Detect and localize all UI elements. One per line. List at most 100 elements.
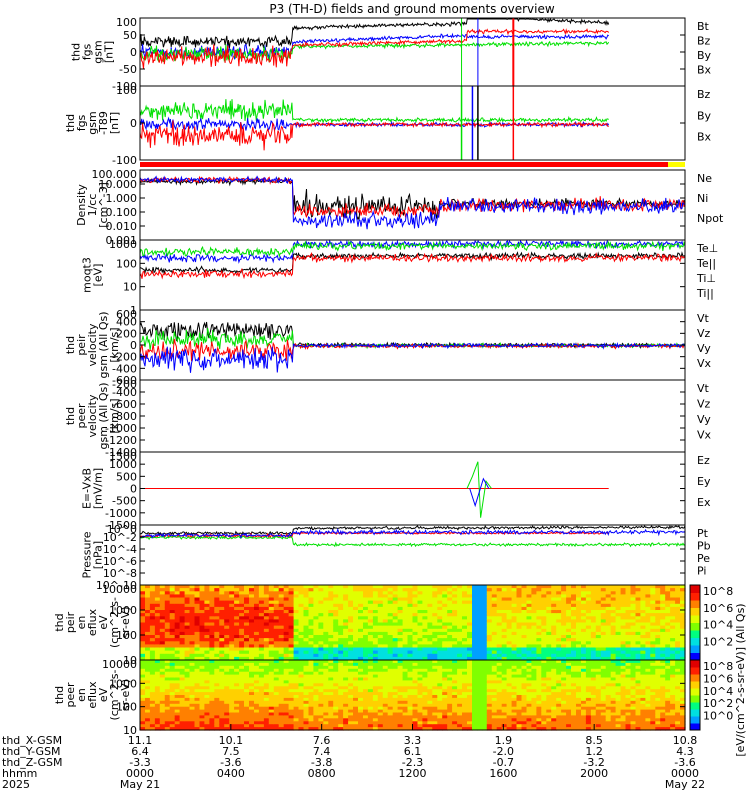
x-row-label: thd_Z-GSM	[2, 756, 62, 769]
y-axis-label-line: sr-eV)	[119, 606, 132, 638]
legend-entry: By	[697, 49, 712, 62]
legend-entry: Vy	[697, 413, 711, 426]
y-tick-label: 10000	[102, 583, 137, 596]
legend-entry: Vz	[697, 398, 711, 411]
x-tick-label: 4.3	[676, 745, 694, 758]
y-tick-label: -1000	[105, 507, 137, 520]
legend-entry: Pi	[697, 565, 706, 578]
y-tick-label: 10000	[102, 658, 137, 671]
x-tick-label: 3.3	[404, 734, 422, 747]
y-axis-label-line: eflux	[86, 608, 99, 636]
y-axis-label-line: [km/s]	[108, 398, 121, 433]
panel-frames	[139, 17, 701, 731]
x-tick-label: 10.1	[219, 734, 244, 747]
y-axis-label-line: en	[75, 688, 88, 702]
y-axis-label-line: [nT]	[103, 41, 116, 63]
y-tick-label: 1.000	[106, 192, 138, 205]
y-axis-label-line: thd	[64, 114, 77, 132]
plot-traces	[139, 17, 686, 548]
colorbar-tick: 10^4	[703, 619, 733, 632]
te-par-trace	[139, 251, 686, 275]
y-tick-label: 50	[123, 29, 137, 42]
panel-frame	[139, 379, 686, 453]
x-tick-label: 0800	[308, 767, 336, 780]
y-tick-label: 100	[116, 257, 137, 270]
y-axis-label-line: eV	[97, 615, 110, 630]
y-axis-label-line: [eV]	[92, 264, 105, 287]
x-tick-label: 7.4	[313, 745, 331, 758]
colorbar-tick: 10^6	[703, 672, 733, 685]
x-tick-label: 7.6	[313, 734, 331, 747]
x-tick-label: -3.3	[129, 756, 150, 769]
y-axis-label-line: peer	[75, 403, 88, 429]
x-tick-label: -2.0	[493, 745, 514, 758]
y-axis-label-line: thd	[64, 407, 77, 425]
y-tick-label: 10^0	[107, 523, 137, 536]
x-tick-label: May 21	[120, 778, 160, 791]
y-axis-label-line: [cm^-3]	[97, 182, 110, 228]
legend-entry: Vx	[697, 429, 712, 442]
x-tick-label: 0400	[217, 767, 245, 780]
y-tick-label: 100	[116, 16, 137, 29]
by-trace	[139, 40, 610, 63]
y-axis-label-line: thd	[53, 613, 66, 631]
x-tick-label: May 22	[665, 778, 705, 791]
y-tick-label: 10^-2	[103, 531, 137, 544]
legend-entry: Ni	[697, 192, 708, 205]
x-tick-label: -3.6	[220, 756, 241, 769]
x-tick-label: 10.8	[673, 734, 698, 747]
legend-entry: Vt	[697, 382, 710, 395]
x-tick-label: 11.1	[128, 734, 153, 747]
y-axis-label-line: velocity	[86, 394, 99, 437]
y-tick-label: 0	[130, 46, 137, 59]
y-tick-label: 10.000	[99, 178, 138, 191]
legend-entry: Ti⊥	[696, 272, 716, 285]
y-tick-label: 0.001	[106, 234, 138, 247]
legend-entry: Te⊥	[696, 242, 718, 255]
x-tick-label: 1200	[399, 767, 427, 780]
bz-trace	[139, 28, 610, 69]
legend-entry: Pb	[697, 540, 711, 553]
y-tick-label: 100	[116, 629, 137, 642]
legend-entry: Ey	[697, 475, 711, 488]
bx-hp-trace	[139, 116, 610, 132]
y-axis-label-line: sr-eV)	[119, 679, 132, 711]
vz-trace	[139, 338, 686, 362]
x-tick-label: 1.9	[495, 734, 513, 747]
colorbar-tick: 10^6	[703, 602, 733, 615]
y-tick-label: -1000	[105, 422, 137, 435]
te-perp-trace	[139, 252, 686, 280]
x-tick-label: 6.1	[404, 745, 422, 758]
vx-trace	[139, 341, 686, 373]
y-axis-label-line: thd	[53, 686, 66, 704]
y-tick-label: 10^-10	[96, 579, 137, 592]
y-axis-label: moqt3[eV]	[81, 257, 105, 293]
y-tick-label: -200	[112, 378, 137, 391]
y-tick-label: 1000	[109, 458, 137, 471]
ti-perp-trace	[139, 240, 686, 258]
x-row-label: 2025	[2, 778, 30, 791]
y-tick-label: -800	[112, 410, 137, 423]
legend-entry: Pt	[697, 527, 709, 540]
x-tick-label: 0000	[126, 767, 154, 780]
legend-entry: Ex	[697, 496, 711, 509]
y-tick-label: 1000	[109, 677, 137, 690]
x-tick-label: 6.4	[131, 745, 149, 758]
y-tick-label: 10^-8	[103, 567, 137, 580]
y-tick-label: 10^-6	[103, 555, 137, 568]
y-tick-label: 0	[130, 117, 137, 130]
y-tick-label: -100	[112, 80, 137, 93]
x-tick-label: -3.8	[311, 756, 332, 769]
x-tick-label: -3.2	[583, 756, 604, 769]
y-axis-label-line: thd	[70, 43, 83, 61]
legend-entry: Npot	[697, 212, 724, 225]
x-tick-label: 1600	[489, 767, 517, 780]
y-tick-label: 1	[130, 304, 137, 317]
legend-entry: Bx	[697, 131, 712, 144]
y-tick-label: -200	[112, 351, 137, 364]
y-tick-label: 200	[116, 327, 137, 340]
y-tick-label: 0.100	[106, 206, 138, 219]
